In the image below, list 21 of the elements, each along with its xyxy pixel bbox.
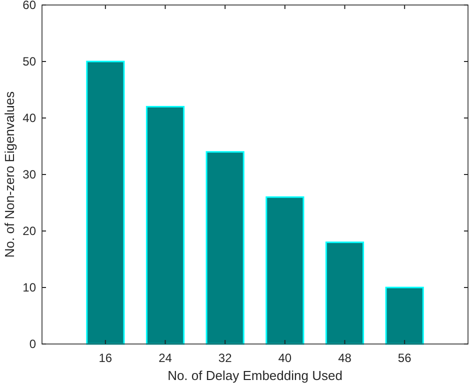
x-axis-title: No. of Delay Embedding Used (168, 368, 342, 383)
x-tick-label: 24 (158, 351, 172, 365)
bar (206, 151, 244, 345)
y-tick-label: 10 (22, 280, 36, 295)
x-tick-label: 48 (338, 351, 352, 365)
bar (266, 196, 304, 345)
x-tick-label: 56 (398, 351, 412, 365)
y-axis-title: No. of Non-zero Eigenvalues (2, 90, 17, 258)
bar (146, 106, 185, 345)
y-tick-label: 60 (22, 0, 36, 12)
x-tick-label: 32 (218, 351, 232, 365)
x-tick-label: 40 (278, 351, 292, 365)
y-tick-label: 0 (29, 337, 36, 352)
x-tick-label: 16 (98, 351, 112, 365)
y-tick-label: 50 (22, 54, 36, 69)
y-tick-label: 30 (22, 168, 36, 182)
y-tick-label: 20 (22, 224, 36, 238)
bar (86, 60, 125, 345)
y-tick-label: 40 (22, 111, 36, 126)
bar (385, 286, 424, 345)
bar (325, 242, 364, 345)
